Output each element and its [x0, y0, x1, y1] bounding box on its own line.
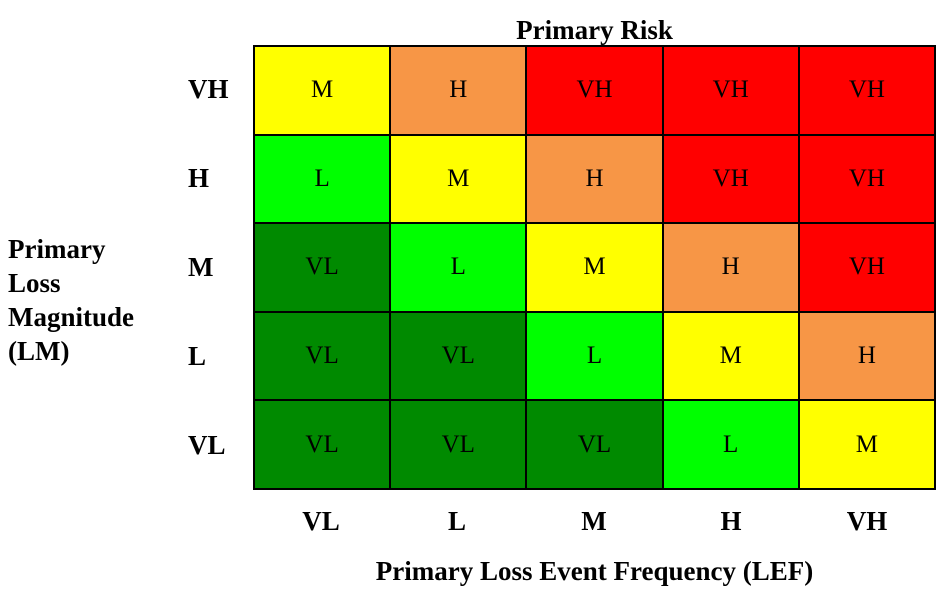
y-axis-title: Primary Loss Magnitude (LM) — [8, 232, 188, 368]
matrix-cell: M — [254, 46, 391, 135]
matrix-cell: M — [526, 223, 663, 312]
row-label-vh: VH — [188, 73, 229, 104]
matrix-cell: M — [798, 400, 935, 489]
col-label-h: H — [720, 506, 742, 536]
matrix-cell: VL — [254, 311, 391, 401]
matrix-cell: L — [390, 223, 527, 312]
row-label-h: H — [188, 162, 210, 193]
matrix-cell: VL — [390, 311, 527, 401]
matrix-cell: VH — [662, 46, 799, 135]
matrix-cell: VH — [798, 134, 935, 224]
matrix-cell: L — [662, 400, 799, 489]
matrix-cell: VL — [390, 400, 527, 489]
matrix-cell: VH — [662, 134, 799, 224]
y-axis-title-line-1: Primary — [8, 234, 106, 264]
col-label-m: M — [581, 506, 607, 536]
y-axis-title-line-2: Loss — [8, 268, 61, 298]
matrix-cell: L — [526, 311, 663, 401]
col-label-vl: VL — [302, 506, 340, 536]
x-axis-title: Primary Loss Event Frequency (LEF) — [375, 556, 814, 586]
matrix-cell: H — [390, 46, 527, 135]
matrix-cell: VH — [526, 46, 663, 135]
col-label-l: L — [447, 506, 466, 536]
y-axis-title-line-3: Magnitude — [8, 302, 135, 332]
y-axis-title-line-4: (LM) — [8, 336, 70, 366]
matrix-cell: VH — [798, 223, 935, 312]
row-label-m: M — [188, 251, 214, 282]
matrix-cell: VL — [254, 223, 391, 312]
col-label-vh: VH — [846, 506, 888, 536]
matrix-cell: H — [798, 311, 935, 401]
matrix-cell: H — [662, 223, 799, 312]
matrix-cell: L — [254, 134, 391, 224]
matrix-cell: M — [662, 311, 799, 401]
matrix-cell: H — [526, 134, 663, 224]
matrix-title: Primary Risk — [516, 15, 673, 45]
matrix-cell: VL — [254, 400, 391, 489]
risk-matrix-grid: M H VH VH VH L M H VH VH VL L M H VH VL VL L M H VL VL VL L M — [253, 45, 936, 490]
row-label-l: L — [188, 340, 207, 371]
matrix-cell: M — [390, 134, 527, 224]
matrix-cell: VH — [798, 46, 935, 135]
row-label-vl: VL — [188, 429, 226, 460]
matrix-cell: VL — [526, 400, 663, 489]
